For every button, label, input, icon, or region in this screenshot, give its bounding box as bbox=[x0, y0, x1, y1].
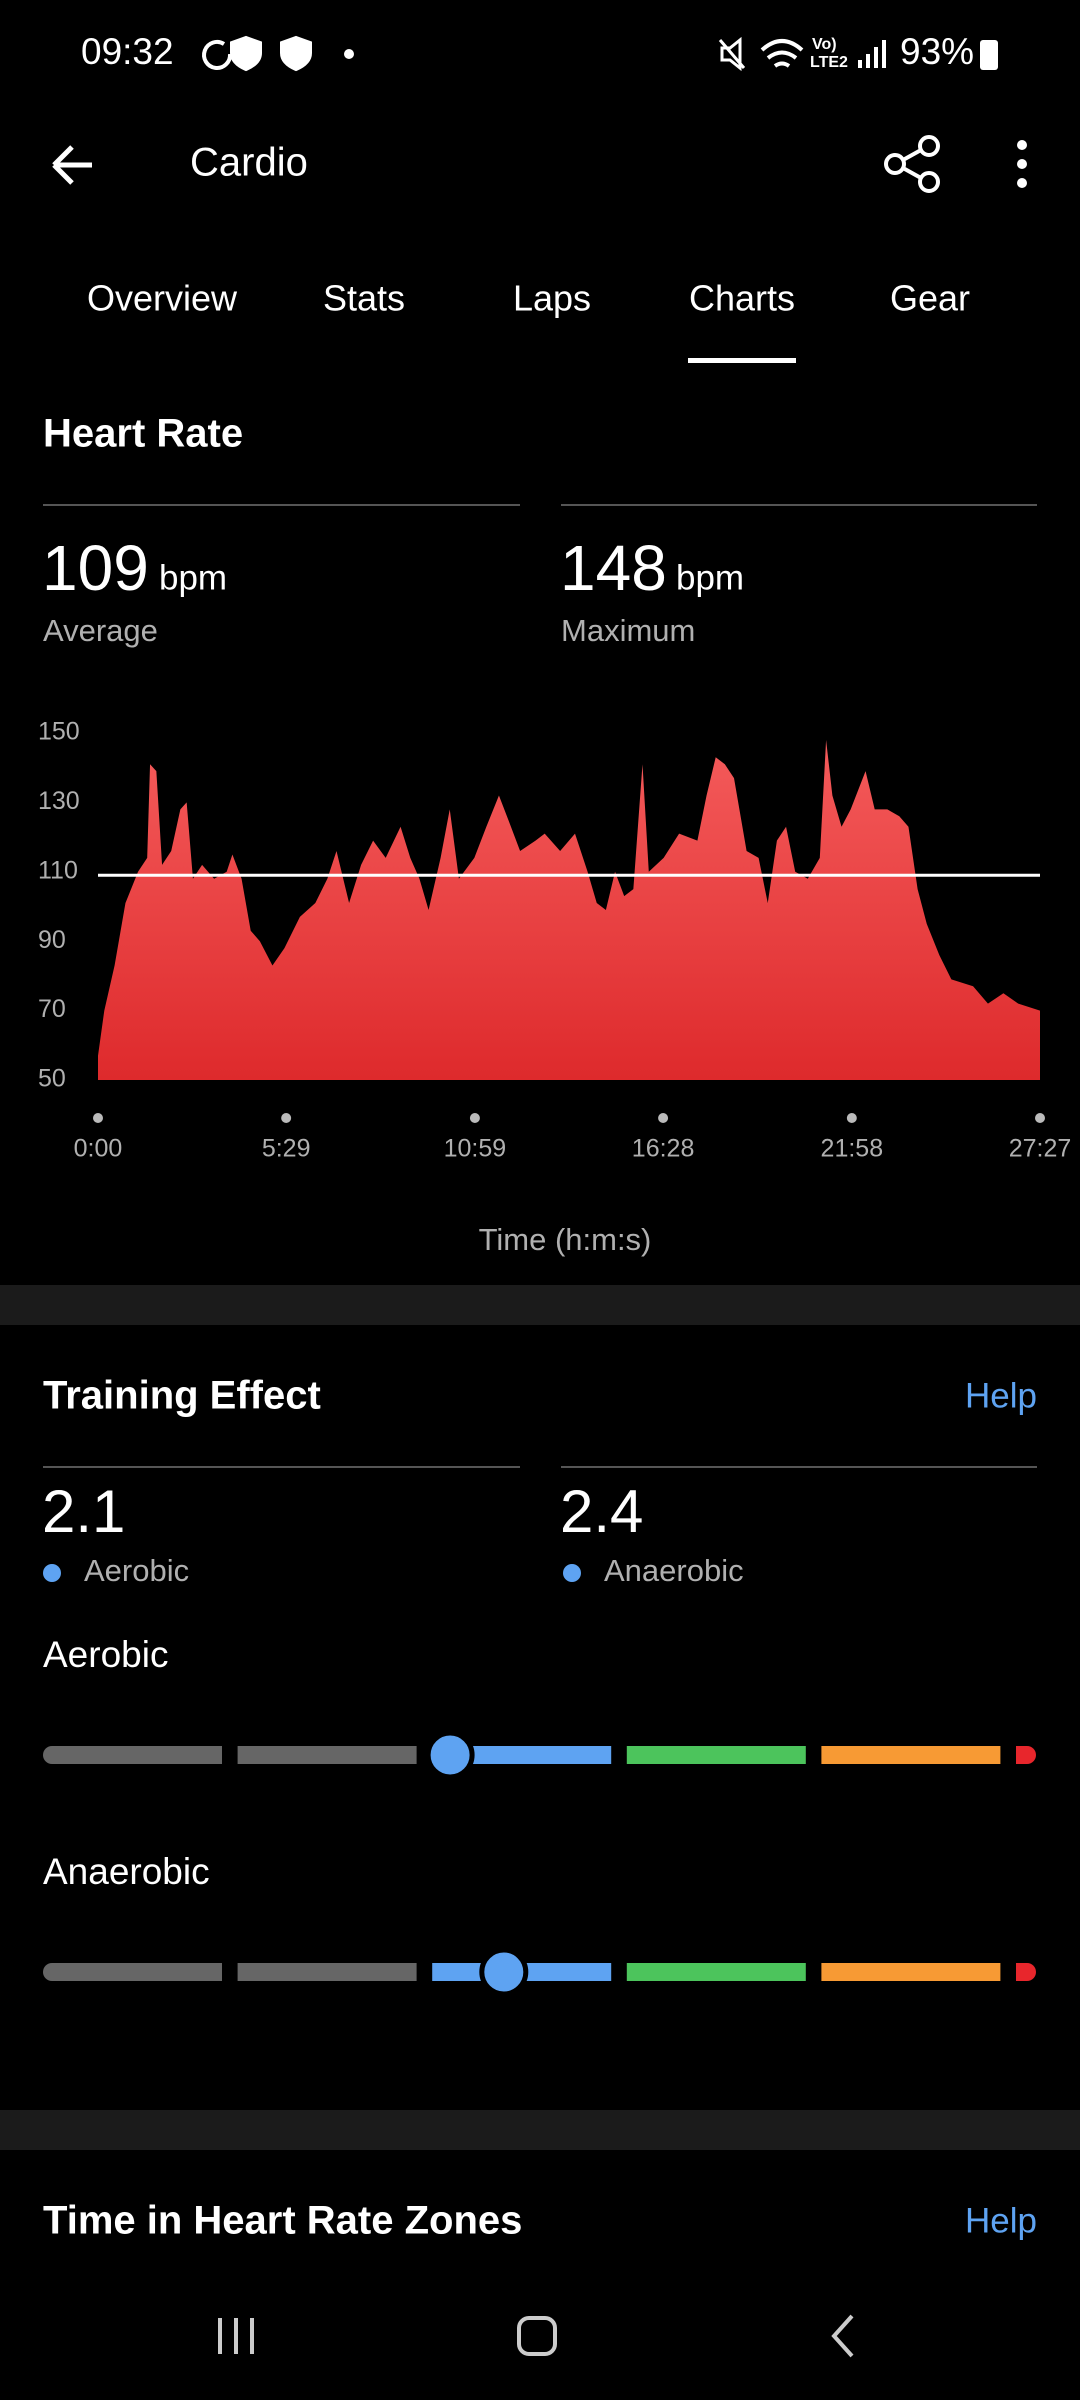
zone-segment bbox=[237, 1963, 417, 1981]
x-tick bbox=[846, 1113, 857, 1123]
stat-unit: bpm bbox=[676, 558, 744, 597]
section-title: Training Effect bbox=[43, 1374, 321, 1418]
te-label: Anaerobic bbox=[604, 1553, 744, 1588]
tab[interactable]: Laps bbox=[513, 278, 591, 319]
zone-segment bbox=[821, 1963, 1001, 1981]
more-button[interactable] bbox=[1017, 140, 1027, 188]
te-marker bbox=[479, 1947, 529, 1997]
zone-segment bbox=[1016, 1963, 1026, 1981]
battery-icon bbox=[980, 40, 998, 70]
x-tick bbox=[469, 1113, 480, 1123]
status-dot bbox=[344, 49, 354, 59]
zone-segment bbox=[432, 1746, 612, 1764]
legend-dot bbox=[43, 1564, 61, 1582]
wifi-icon bbox=[760, 39, 804, 68]
x-tick-label: 5:29 bbox=[262, 1135, 311, 1163]
tab-indicator bbox=[688, 358, 796, 363]
y-tick-label: 150 bbox=[38, 718, 80, 746]
x-tick bbox=[281, 1113, 292, 1123]
x-tick-label: 0:00 bbox=[74, 1135, 123, 1163]
section-title: Time in Heart Rate Zones bbox=[43, 2199, 522, 2243]
x-tick-label: 21:58 bbox=[821, 1135, 884, 1163]
zone-segment bbox=[626, 1963, 806, 1981]
heart-rate-area bbox=[98, 739, 1040, 1080]
legend-dot bbox=[563, 1564, 581, 1582]
signal-icon bbox=[858, 40, 886, 68]
section-separator bbox=[0, 2110, 1080, 2150]
x-axis-title: Time (h:m:s) bbox=[479, 1222, 652, 1257]
tab[interactable]: Overview bbox=[87, 278, 238, 319]
share-button[interactable] bbox=[884, 135, 940, 193]
network-label: LTE2 bbox=[810, 54, 848, 71]
volte-label: Vo) bbox=[812, 36, 837, 53]
zone-segment bbox=[626, 1746, 806, 1764]
x-tick bbox=[1035, 1113, 1045, 1123]
bar-title: Anaerobic bbox=[43, 1851, 210, 1892]
back-button[interactable] bbox=[52, 145, 92, 185]
y-tick-label: 110 bbox=[38, 856, 78, 884]
te-label: Aerobic bbox=[84, 1553, 189, 1588]
tab[interactable]: Gear bbox=[890, 278, 970, 319]
zone-segment bbox=[52, 1746, 222, 1764]
section-separator bbox=[0, 1285, 1080, 1325]
bar-title: Aerobic bbox=[43, 1634, 168, 1675]
x-tick bbox=[93, 1113, 103, 1123]
status-icons bbox=[202, 35, 312, 72]
mute-icon bbox=[718, 36, 746, 72]
section-title: Heart Rate bbox=[43, 412, 243, 456]
y-tick-label: 50 bbox=[38, 1065, 66, 1093]
x-tick-label: 16:28 bbox=[632, 1135, 695, 1163]
tab[interactable]: Stats bbox=[323, 278, 405, 319]
app-title: Cardio bbox=[190, 141, 308, 185]
tab[interactable]: Charts bbox=[689, 278, 795, 319]
training-effect: 2.1 Aerobic 2.4 Anaerobic Aerobic Anaerobic bbox=[42, 1478, 1036, 1997]
zone-segment bbox=[52, 1963, 222, 1981]
stat-label: Maximum bbox=[561, 613, 695, 648]
te-marker bbox=[425, 1730, 475, 1780]
nav-back-button[interactable] bbox=[831, 2314, 854, 2358]
x-tick-label: 27:27 bbox=[1009, 1135, 1072, 1163]
x-tick-label: 10:59 bbox=[444, 1135, 507, 1163]
zone-segment bbox=[237, 1746, 417, 1764]
help-link[interactable]: Help bbox=[965, 2201, 1037, 2240]
y-tick-label: 90 bbox=[38, 926, 66, 954]
battery-level: 93% bbox=[900, 31, 974, 72]
y-tick-label: 70 bbox=[38, 995, 66, 1023]
te-value: 2.1 bbox=[42, 1478, 125, 1545]
stat-unit: bpm bbox=[159, 558, 227, 597]
heart-rate-chart: 50 70 90 110 130 150 0:00 5:29 10:59 16:28 21:58 27… bbox=[38, 718, 1071, 1163]
zone-segment bbox=[1016, 1746, 1026, 1764]
tab-bar: Overview Stats Laps Charts Gear bbox=[87, 278, 970, 319]
help-link[interactable]: Help bbox=[965, 1376, 1037, 1415]
x-tick bbox=[658, 1113, 669, 1123]
stat-value: 148 bbox=[560, 532, 667, 604]
y-tick-label: 130 bbox=[38, 787, 80, 815]
recents-button[interactable] bbox=[218, 2318, 254, 2354]
zone-segment bbox=[821, 1746, 1001, 1764]
te-value: 2.4 bbox=[560, 1478, 643, 1545]
status-time: 09:32 bbox=[81, 31, 174, 72]
stat-label: Average bbox=[43, 613, 158, 648]
home-button[interactable] bbox=[517, 2316, 557, 2356]
stat-value: 109 bbox=[42, 532, 149, 604]
